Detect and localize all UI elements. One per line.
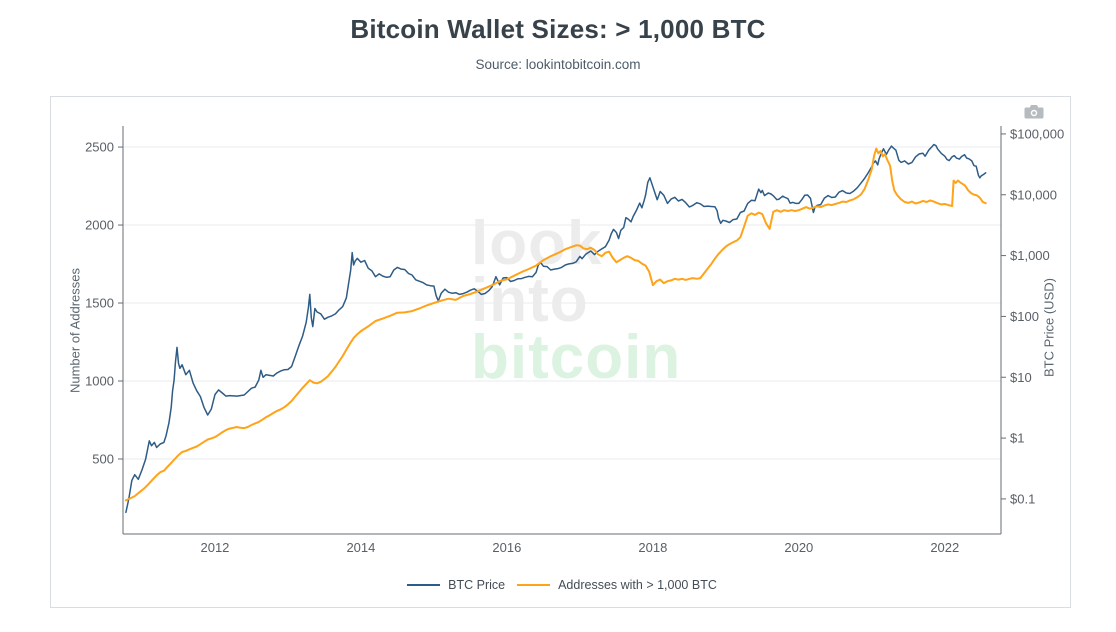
- y-right-tick-label: $0.1: [1010, 491, 1035, 506]
- series-line-btc-price: [125, 143, 987, 514]
- legend-item[interactable]: BTC Price: [407, 578, 505, 592]
- legend-item[interactable]: Addresses with > 1,000 BTC: [517, 578, 717, 592]
- legend-item-label: BTC Price: [448, 578, 506, 592]
- x-tick-label: 2018: [638, 540, 667, 555]
- page-title: Bitcoin Wallet Sizes: > 1,000 BTC: [350, 14, 766, 44]
- y-right-tick-label: $10: [1010, 370, 1032, 385]
- y-left-tick-label: 1500: [85, 296, 114, 311]
- source-caption: Source: lookintobitcoin.com: [475, 57, 641, 72]
- y-right-tick-label: $1,000: [1010, 248, 1050, 263]
- y-right-tick-label: $100,000: [1010, 126, 1064, 141]
- x-tick-label: 2014: [346, 540, 375, 555]
- y-left-tick-label: 1000: [85, 374, 114, 389]
- legend-swatch-icon: [407, 584, 441, 586]
- legend: BTC Price Addresses with > 1,000 BTC: [123, 578, 1001, 592]
- series-line-addresses: [124, 147, 987, 502]
- chart-canvas[interactable]: 500 1000 1500 2000 2500 $100,000 $10,000 $1,000…: [51, 97, 1072, 609]
- y-left-tick-label: 2000: [85, 218, 114, 233]
- y-right-tick-label: $10,000: [1010, 187, 1057, 202]
- y-right-tick-label: $1: [1010, 431, 1024, 446]
- legend-swatch-icon: [517, 584, 551, 586]
- camera-icon[interactable]: [1024, 104, 1044, 120]
- y-right-tick-label: $100: [1010, 309, 1039, 324]
- y-left-tick-label: 500: [92, 451, 114, 466]
- legend-item-label: Addresses with > 1,000 BTC: [558, 578, 717, 592]
- x-tick-label: 2016: [492, 540, 521, 555]
- y-axis-title-left: Number of Addresses: [67, 268, 83, 394]
- y-left-tick-label: 2500: [85, 140, 114, 155]
- chart-card: look into bitcoin 500 1000 1500 2000 2500 $10…: [50, 96, 1071, 608]
- y-axis-title-right: BTC Price (USD): [1041, 278, 1057, 377]
- x-tick-label: 2020: [784, 540, 813, 555]
- x-tick-label: 2012: [200, 540, 229, 555]
- x-tick-label: 2022: [930, 540, 959, 555]
